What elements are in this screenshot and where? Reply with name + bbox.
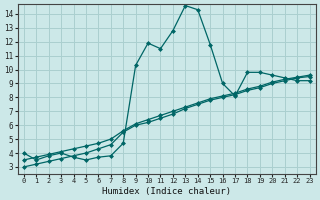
X-axis label: Humidex (Indice chaleur): Humidex (Indice chaleur)	[102, 187, 231, 196]
